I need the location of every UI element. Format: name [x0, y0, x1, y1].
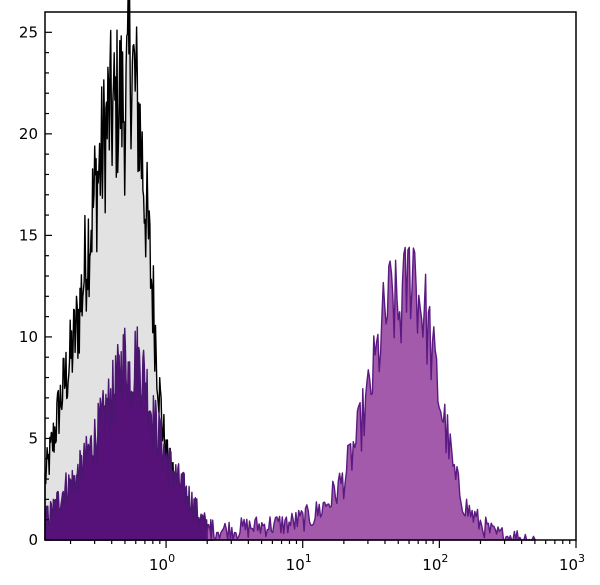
histogram-series-2	[44, 326, 214, 541]
axis-layer: 0 5 10 15 20 25 100 101 102 103	[19, 23, 585, 574]
y-tick-label: 5	[28, 429, 38, 447]
y-tick-label: 25	[19, 23, 38, 41]
x-tick-label: 101	[286, 552, 312, 574]
x-tick-label: 100	[149, 552, 175, 574]
y-tick-label: 10	[19, 328, 38, 346]
y-tick-label: 20	[19, 125, 38, 143]
x-tick-label: 103	[559, 552, 585, 574]
y-tick-label: 0	[28, 531, 38, 549]
y-tick-label: 15	[19, 226, 38, 244]
series-layer	[44, 0, 536, 541]
histogram-series-3	[206, 246, 536, 541]
x-tick-label: 102	[422, 552, 448, 574]
